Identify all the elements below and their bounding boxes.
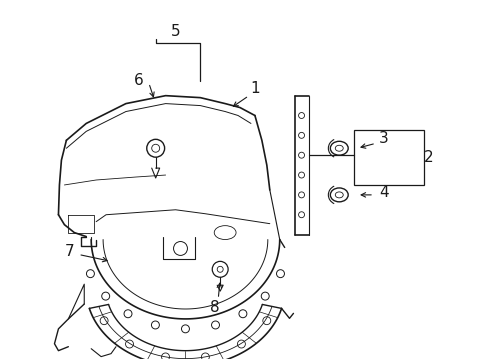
Bar [353,130,423,185]
Text: 7: 7 [64,244,74,259]
Text: 2: 2 [423,150,433,165]
Text: 3: 3 [378,131,388,146]
Text: 5: 5 [170,24,180,39]
Text: 1: 1 [249,81,259,96]
Text: 8: 8 [210,300,220,315]
Text: 4: 4 [378,185,388,201]
Text: 6: 6 [134,73,143,88]
